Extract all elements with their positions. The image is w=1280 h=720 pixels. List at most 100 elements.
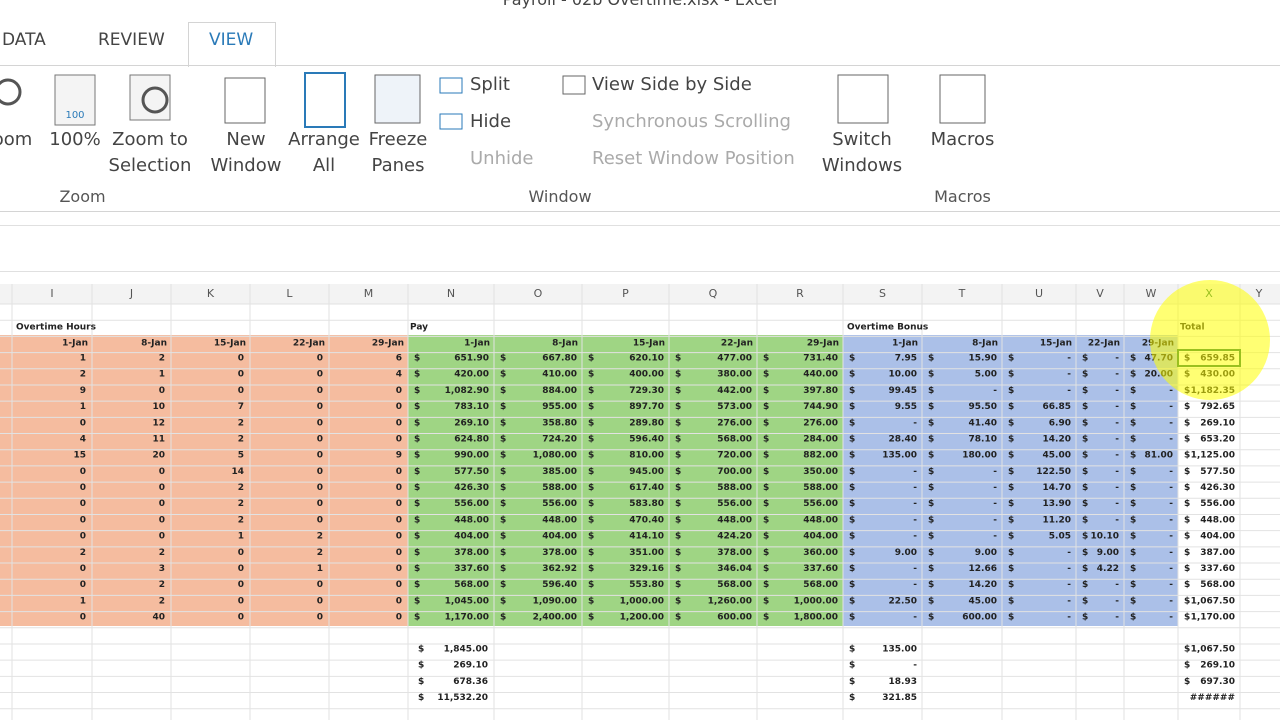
cell: -	[1115, 467, 1119, 477]
ribbon-button[interactable]: 100%	[49, 129, 101, 150]
cell: 0	[80, 499, 86, 509]
currency: $	[418, 693, 424, 703]
cell: -	[993, 515, 997, 525]
cell: 448.00	[717, 515, 752, 525]
cell: 20.00	[1145, 370, 1173, 380]
currency: $	[1130, 434, 1136, 444]
date-header: 29-Jan	[807, 339, 839, 349]
currency: $	[928, 564, 934, 574]
worksheet: IJKLMNOPQRSTUVWXYOvertime HoursPayOverti…	[0, 280, 1280, 720]
cell: -	[1067, 613, 1071, 623]
currency: $	[763, 613, 769, 623]
ribbon-button: Synchronous Scrolling	[592, 111, 791, 132]
cell: -	[1169, 386, 1173, 396]
column-header: T	[958, 287, 966, 300]
cell: 13.90	[1043, 499, 1071, 509]
cell: 568.00	[454, 580, 489, 590]
ribbon-button: Unhide	[470, 148, 534, 169]
cell: 420.00	[454, 370, 489, 380]
cell: 269.10	[453, 661, 488, 671]
cell: 556.00	[717, 499, 752, 509]
cell: 424.20	[717, 532, 752, 542]
cell: 0	[396, 418, 402, 428]
currency: $	[849, 434, 855, 444]
cell: 617.40	[629, 483, 664, 493]
currency: $	[1184, 467, 1190, 477]
bonus-fill	[843, 335, 1178, 626]
cell: -	[1115, 451, 1119, 461]
date-header: 8-Jan	[141, 339, 167, 349]
cell: 744.90	[803, 402, 838, 412]
ribbon-button[interactable]: Zoom to Selection	[108, 129, 192, 176]
currency: $	[1082, 613, 1088, 623]
cell: -	[913, 499, 917, 509]
tab[interactable]: VIEW	[209, 30, 254, 50]
ribbon-button[interactable]: Split	[470, 74, 510, 95]
currency: $	[1008, 596, 1014, 606]
currency: $	[1130, 532, 1136, 542]
cell: 15	[73, 451, 86, 461]
cell: -	[1115, 499, 1119, 509]
currency: $	[414, 515, 420, 525]
ribbon-button[interactable]: Switch Windows	[821, 129, 903, 176]
tab[interactable]: REVIEW	[98, 30, 165, 50]
currency: $	[1130, 548, 1136, 558]
cell: -	[1115, 434, 1119, 444]
currency: $	[675, 402, 681, 412]
cell: 5.00	[975, 370, 997, 380]
currency: $	[849, 532, 855, 542]
currency: $	[1082, 499, 1088, 509]
cell: 0	[396, 499, 402, 509]
currency: $	[763, 499, 769, 509]
ribbon-button[interactable]: Hide	[470, 111, 512, 132]
section-label: Overtime Bonus	[847, 323, 928, 333]
cell: 600.00	[962, 613, 997, 623]
cell: -	[1169, 483, 1173, 493]
cell: 2	[159, 548, 165, 558]
currency: $	[1082, 370, 1088, 380]
currency: $	[1184, 661, 1190, 671]
currency: $	[849, 418, 855, 428]
currency: $	[1184, 483, 1190, 493]
cell: 337.60	[1200, 564, 1235, 574]
hours-fill	[0, 335, 408, 626]
cell: 426.30	[1200, 483, 1235, 493]
currency: $	[1082, 564, 1088, 574]
cell: 1,080.00	[533, 451, 577, 461]
currency: $	[414, 548, 420, 558]
currency: $	[763, 467, 769, 477]
currency: $	[1130, 354, 1136, 364]
cell: 22.50	[889, 596, 917, 606]
cell: -	[913, 483, 917, 493]
currency: $	[928, 580, 934, 590]
ribbon-button[interactable]: oom	[0, 129, 33, 150]
cell: -	[1169, 418, 1173, 428]
cell: 2	[238, 515, 244, 525]
cell: 2	[238, 434, 244, 444]
formula-bar[interactable]	[0, 225, 1280, 272]
ribbon-button[interactable]: Arrange All	[288, 129, 360, 176]
cell: 380.00	[717, 370, 752, 380]
currency: $	[1130, 483, 1136, 493]
cell: 397.80	[803, 386, 838, 396]
cell: 568.00	[717, 434, 752, 444]
cell: -	[1169, 532, 1173, 542]
cell: -	[993, 467, 997, 477]
currency: $	[763, 451, 769, 461]
ribbon-button[interactable]: View Side by Side	[592, 74, 752, 95]
cell: -	[1169, 564, 1173, 574]
currency: $	[1184, 451, 1190, 461]
currency: $	[675, 532, 681, 542]
cell: 955.00	[542, 402, 577, 412]
date-header: 15-Jan	[1040, 339, 1072, 349]
currency: $	[763, 418, 769, 428]
ribbon-button[interactable]: New Window	[210, 129, 282, 176]
cell: 99.45	[889, 386, 917, 396]
cell: 7	[238, 402, 244, 412]
ribbon-button[interactable]: Macros	[930, 129, 995, 150]
currency: $	[418, 661, 424, 671]
cell: 321.85	[882, 693, 917, 703]
ribbon-button[interactable]: Freeze Panes	[368, 129, 428, 176]
tab[interactable]: DATA	[2, 30, 46, 50]
cell: 700.00	[717, 467, 752, 477]
